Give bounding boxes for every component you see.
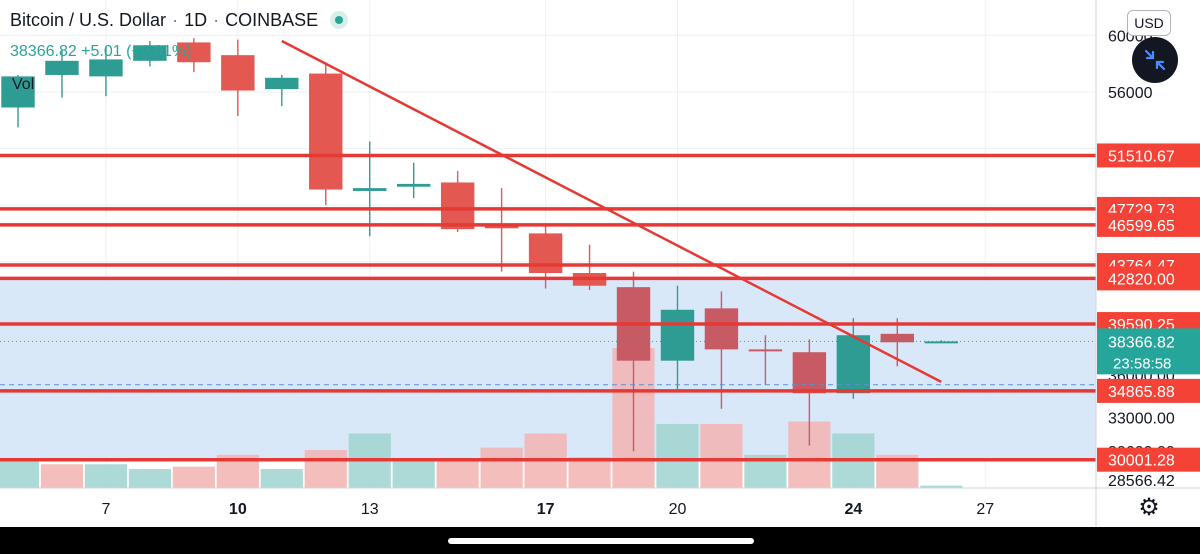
y-tick-label: 33000.00 [1108,410,1175,427]
candle-body [748,349,783,352]
candle[interactable] [45,50,79,98]
volume-bar [920,485,963,488]
candle[interactable] [440,171,475,232]
volume-bar [480,447,523,488]
currency-button[interactable]: USD [1127,10,1171,36]
candle[interactable] [221,39,255,116]
candle-body [221,55,255,91]
last-price-label: 38366.82 [1108,334,1175,351]
candle-body [660,309,695,361]
candle-body [265,77,299,90]
candle[interactable] [792,339,827,446]
candle-body [484,226,519,229]
interval-label[interactable]: 1D [184,10,208,30]
last-price-label-bg [1097,328,1200,375]
x-tick-label: 17 [537,501,555,518]
candle-body [1,76,35,108]
candle-body [836,335,871,394]
level-label-bg[interactable] [1097,212,1200,237]
candle-body [440,182,475,230]
candle[interactable] [924,340,958,344]
candle[interactable] [484,188,519,272]
volume-bar [128,469,171,488]
volume-bar [84,464,128,488]
volume-bar [304,450,347,488]
candle[interactable] [353,141,387,237]
symbol-name[interactable]: Bitcoin / U.S. Dollar [10,10,167,30]
volume-bar [700,423,743,488]
candle[interactable] [396,162,431,199]
market-open-icon [330,11,349,29]
volume-bar [656,423,699,488]
x-tick-label: 27 [976,501,994,518]
volume-bar [260,469,303,488]
candle[interactable] [748,335,783,385]
candlesticks[interactable] [1,38,958,452]
volume-bar [172,466,215,488]
time-axis[interactable]: 7 10 13 17 20 24 27 [101,501,994,518]
highlight-zone [0,278,1096,460]
candle[interactable] [133,41,167,67]
collapse-arrows-icon [1144,49,1166,71]
candle-body [89,59,123,77]
candle[interactable] [836,318,871,399]
ohlc-readout: 38366.82 +5.01 (+0.01%) [10,43,192,60]
candle-body [309,73,343,190]
x-tick-label: 7 [101,501,110,518]
home-indicator [448,538,754,544]
candle-body [704,308,739,350]
volume-bar [0,459,40,488]
volume-bar [436,459,479,488]
gear-icon[interactable]: ⚙ [1138,494,1160,521]
trendline-group[interactable] [281,39,942,384]
candle[interactable] [89,46,123,97]
level-label: 30001.28 [1108,453,1175,470]
candle-body [880,333,915,343]
level-label: 46599.65 [1108,218,1175,235]
volume-bar [568,457,611,488]
candle-body [396,183,431,187]
level-label-bg[interactable] [1097,447,1200,472]
support-zone [0,278,1096,460]
candle-body [353,188,387,191]
x-tick-label: 10 [229,501,247,518]
level-label-bg[interactable] [1097,266,1200,291]
price-axis[interactable]: 600005600036000.0033000.0030600.0028566.… [0,0,1200,527]
fullscreen-button[interactable] [1132,37,1178,83]
candle-body [528,233,563,273]
x-tick-label: 24 [844,501,862,518]
candle[interactable] [177,38,211,73]
x-tick-label: 20 [669,501,687,518]
candle-body [45,60,79,75]
volume-bar [40,464,84,488]
candle-body [924,341,958,344]
volume-bar [392,459,435,488]
countdown-label: 23:58:58 [1113,355,1171,372]
trendline[interactable] [281,39,942,384]
candle[interactable] [265,74,299,107]
chart-title: Bitcoin / U.S. Dollar · 1D · COINBASE [10,10,349,31]
candle-body [133,45,167,61]
horizontal-levels[interactable] [0,153,1096,462]
price-chart[interactable]: 600005600036000.0033000.0030600.0028566.… [0,0,1200,527]
candle[interactable] [704,291,739,409]
level-label-bg[interactable] [1097,143,1200,168]
level-label-bg[interactable] [1097,378,1200,403]
y-tick-label: 56000 [1108,85,1153,102]
candle-body [177,42,211,63]
candle[interactable] [309,62,343,206]
candle[interactable] [660,285,695,389]
y-tick-label: 28566.42 [1108,473,1175,490]
x-tick-label: 13 [361,501,379,518]
candle-body [792,352,827,394]
level-label: 34865.88 [1108,384,1175,401]
level-label: 51510.67 [1108,148,1175,165]
level-label: 42820.00 [1108,271,1175,288]
exchange-label: COINBASE [225,10,319,30]
volume-label[interactable]: Vol [12,76,35,93]
candle[interactable] [1,74,35,128]
